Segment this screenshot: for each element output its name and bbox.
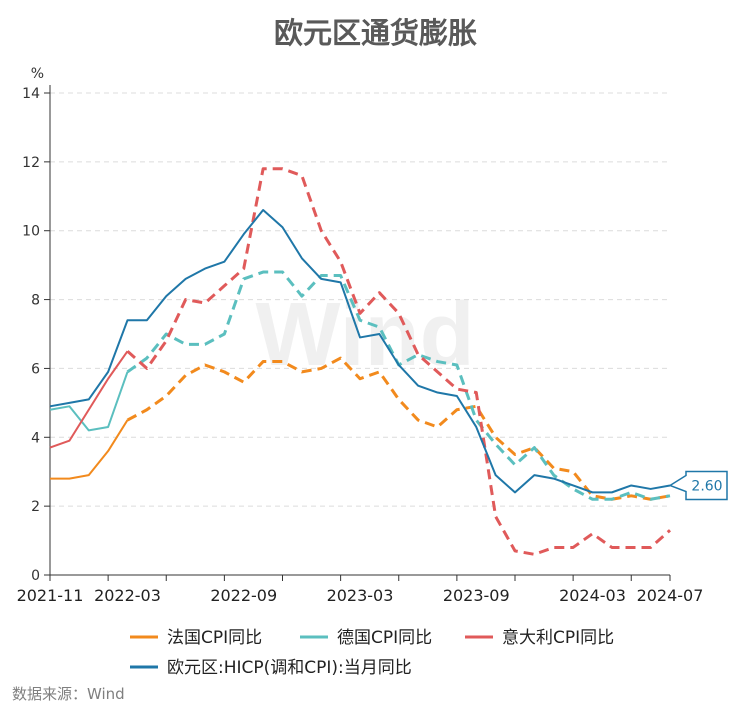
legend-label: 欧元区:HICP(调和CPI):当月同比 bbox=[167, 658, 412, 678]
source-note: 数据来源：Wind bbox=[12, 685, 125, 703]
series-line bbox=[49, 350, 129, 449]
y-tick-label: 4 bbox=[31, 430, 40, 446]
y-tick-label: 14 bbox=[22, 86, 40, 102]
x-tick-label: 2024-03 bbox=[559, 586, 626, 605]
value-callout-label: 2.60 bbox=[691, 478, 722, 494]
y-tick-label: 6 bbox=[31, 361, 40, 377]
series-line bbox=[126, 356, 671, 501]
series-0 bbox=[50, 356, 671, 501]
y-tick-label: 0 bbox=[31, 568, 40, 584]
y-axis-unit: % bbox=[31, 66, 44, 82]
series-3 bbox=[49, 209, 671, 494]
x-tick-label: 2021-11 bbox=[17, 586, 84, 605]
y-tick-label: 12 bbox=[22, 155, 40, 171]
x-tick-label: 2024-07 bbox=[637, 586, 704, 605]
x-tick-label: 2023-03 bbox=[327, 586, 394, 605]
series-2 bbox=[49, 167, 671, 556]
legend-label: 意大利CPI同比 bbox=[502, 628, 614, 648]
y-tick-label: 2 bbox=[31, 499, 40, 515]
series-line bbox=[50, 419, 129, 480]
legend-label: 德国CPI同比 bbox=[337, 628, 432, 648]
series-line bbox=[49, 209, 671, 494]
y-tick-label: 8 bbox=[31, 293, 40, 309]
x-tick-label: 2023-09 bbox=[443, 586, 510, 605]
value-callout bbox=[668, 470, 728, 501]
x-tick-label: 2022-03 bbox=[94, 586, 161, 605]
series-line bbox=[49, 371, 129, 432]
x-tick-label: 2022-09 bbox=[210, 586, 277, 605]
y-tick-label: 10 bbox=[22, 224, 40, 240]
legend-label: 法国CPI同比 bbox=[167, 628, 262, 648]
chart-title: 欧元区通货膨胀 bbox=[273, 16, 477, 50]
